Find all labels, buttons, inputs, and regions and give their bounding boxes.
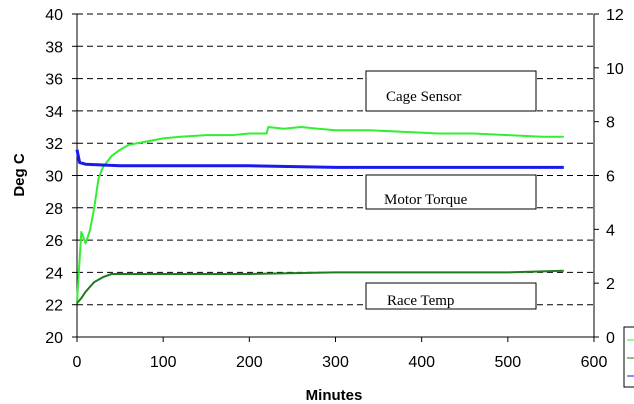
x-tick-label-1: 100 — [150, 354, 177, 371]
x-tick-label-2: 200 — [236, 354, 263, 371]
series-label-race-temp: Race Temp — [387, 293, 454, 309]
series-label-motor-torque: Motor Torque — [384, 192, 468, 208]
y-tick-label-0: 20 — [45, 330, 63, 347]
y-tick-label-9: 38 — [45, 39, 63, 56]
y2-tick-label-0: 0 — [606, 330, 615, 347]
x-tick-label-5: 500 — [494, 354, 521, 371]
y2-tick-label-2: 4 — [606, 222, 615, 239]
x-tick-label-4: 400 — [408, 354, 435, 371]
label-box-cage-sensor: Cage Sensor — [365, 70, 537, 112]
label-box-motor-torque: Motor Torque — [365, 174, 537, 210]
y-tick-label-4: 28 — [45, 201, 63, 218]
series-line-1 — [75, 149, 564, 169]
y-tick-label-7: 34 — [45, 104, 63, 121]
y-tick-label-8: 36 — [45, 72, 63, 89]
y-tick-label-5: 30 — [45, 169, 63, 186]
y-tick-label-2: 24 — [45, 265, 63, 282]
legend-box — [623, 326, 634, 388]
x-tick-label-6: 600 — [581, 354, 608, 371]
y2-tick-label-3: 6 — [606, 169, 615, 186]
y-tick-label-6: 32 — [45, 136, 63, 153]
y2-tick-label-4: 8 — [606, 115, 615, 132]
series-layer — [75, 126, 564, 304]
series-line-2 — [76, 269, 564, 304]
y2-tick-label-5: 10 — [606, 61, 624, 78]
y2-tick-label-1: 2 — [606, 276, 615, 293]
gridlines — [77, 13, 594, 306]
y-tick-label-1: 22 — [45, 298, 63, 315]
label-box-race-temp: Race Temp — [365, 282, 537, 310]
y-axis-title: Deg C — [11, 153, 28, 197]
y2-tick-label-6: 12 — [606, 7, 624, 24]
x-axis-title: Minutes — [306, 387, 363, 404]
series-label-cage-sensor: Cage Sensor — [386, 89, 461, 105]
x-tick-label-3: 300 — [322, 354, 349, 371]
y-tick-label-10: 40 — [45, 7, 63, 24]
series-line-0 — [76, 126, 564, 302]
y-tick-label-3: 26 — [45, 233, 63, 250]
x-tick-label-0: 0 — [73, 354, 82, 371]
